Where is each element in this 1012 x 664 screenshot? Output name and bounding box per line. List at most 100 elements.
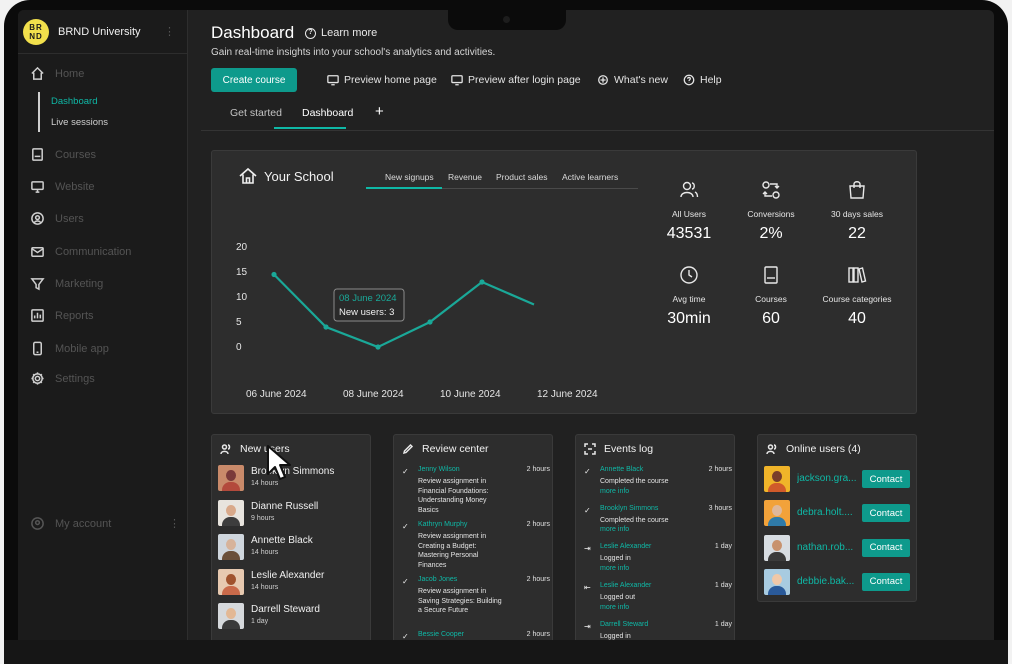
avatar	[218, 499, 244, 526]
chart-tab-revenue[interactable]: Revenue	[448, 172, 483, 182]
review-user[interactable]: Bessie Cooper	[418, 631, 464, 638]
avatar	[218, 603, 244, 629]
whats-new-label: What's new	[614, 74, 668, 86]
list-item[interactable]: Leslie Alexander 14 hours	[218, 568, 368, 599]
data-point[interactable]	[271, 271, 277, 278]
preview-after-login-button[interactable]: Preview after login page	[451, 74, 581, 86]
data-point[interactable]	[323, 324, 329, 330]
help-button[interactable]: Help	[683, 74, 722, 86]
sidebar-item-home[interactable]: Home	[30, 66, 84, 81]
stat-conversions: Conversions 2%	[726, 179, 816, 243]
chart-tab-active-learners[interactable]: Active learners	[562, 172, 619, 182]
chart-tab-product-sales[interactable]: Product sales	[496, 172, 548, 182]
sidebar-item-label: Reports	[55, 309, 94, 322]
card-title: New users	[240, 443, 290, 455]
event-user[interactable]: Leslie Alexander	[600, 582, 652, 590]
sidebar-my-account[interactable]: My account ⋮	[30, 516, 180, 531]
list-item[interactable]: Darrell Steward 1 day	[218, 603, 368, 633]
event-time: 1 day	[714, 582, 732, 590]
chart-tabs-divider	[366, 188, 638, 189]
review-user[interactable]: Kathryn Murphy	[418, 521, 468, 528]
online-user-name[interactable]: nathan.rob...	[797, 541, 854, 553]
sidebar-item-marketing[interactable]: Marketing	[30, 276, 103, 291]
review-user[interactable]: Jacob Jones	[418, 576, 458, 583]
avatar	[764, 500, 790, 527]
review-user[interactable]: Jenny Wilson	[418, 466, 460, 473]
event-description: Completed the course	[600, 516, 669, 524]
user-time: 9 hours	[251, 514, 275, 522]
tab-dashboard[interactable]: Dashboard	[302, 107, 354, 119]
online-user-name[interactable]: debbie.bak...	[797, 575, 855, 587]
contact-button[interactable]: Contact	[862, 504, 910, 523]
y-tick-label: 20	[236, 242, 248, 253]
chart-tab-new-signups[interactable]: New signups	[385, 172, 434, 182]
brand[interactable]: BR ND BRND University ⋮	[18, 10, 187, 54]
sidebar-item-label: Users	[55, 212, 84, 225]
sidebar-item-mobile-app[interactable]: Mobile app	[30, 341, 109, 356]
check-icon: ✓	[584, 467, 591, 476]
list-item[interactable]: Brooklyn Simmons 14 hours	[218, 465, 368, 495]
event-time: 1 day	[714, 543, 732, 551]
list-item[interactable]: Dianne Russell 9 hours	[218, 499, 368, 530]
online-user-row: jackson.gra... Contact	[764, 466, 916, 492]
user-name: Brooklyn Simmons	[251, 466, 335, 477]
sidebar-item-communication[interactable]: Communication	[30, 244, 131, 259]
sidebar-subitem-dashboard[interactable]: Dashboard	[51, 96, 98, 107]
conversion-icon	[726, 179, 816, 206]
online-user-name[interactable]: jackson.gra...	[797, 473, 857, 484]
sidebar-item-website[interactable]: Website	[30, 179, 95, 194]
data-point[interactable]	[375, 344, 381, 350]
scan-icon	[584, 443, 596, 455]
stat-label: Conversions	[747, 209, 795, 219]
contact-button[interactable]: Contact	[862, 470, 910, 488]
whats-new-button[interactable]: What's new	[597, 74, 668, 86]
sidebar-item-users[interactable]: Users	[30, 211, 84, 226]
phone-icon	[30, 341, 45, 356]
users-icon	[644, 179, 734, 206]
gear-icon	[30, 371, 45, 386]
review-time: 2 hours	[526, 576, 550, 583]
sidebar-item-courses[interactable]: Courses	[30, 147, 96, 162]
data-point[interactable]	[427, 319, 433, 325]
account-menu-icon[interactable]: ⋮	[169, 518, 180, 530]
online-user-name[interactable]: debra.holt....	[797, 507, 853, 519]
event-user[interactable]: Annette Black	[600, 466, 644, 473]
brand-menu-icon[interactable]: ⋮	[164, 26, 175, 38]
monitor-icon	[327, 75, 339, 86]
sidebar-item-reports[interactable]: Reports	[30, 308, 94, 323]
event-user[interactable]: Brooklyn Simmons	[600, 504, 659, 512]
event-user[interactable]: Darrell Steward	[600, 620, 649, 628]
list-item[interactable]: Annette Black 14 hours	[218, 534, 368, 564]
brand-logo: BR ND	[23, 18, 49, 45]
users-icon	[766, 444, 777, 455]
learn-more-link[interactable]: ? Learn more	[305, 27, 377, 39]
sidebar-subitem-live-sessions[interactable]: Live sessions	[51, 117, 109, 128]
contact-button[interactable]: Contact	[862, 538, 910, 557]
signups-line-chart: 0 5 10 15 20 06 June 2024 08 June 2024 10 June …	[236, 242, 598, 400]
event-user[interactable]: Leslie Alexander	[600, 543, 652, 551]
more-info-link[interactable]: more info	[600, 526, 630, 534]
login-icon: ⇥	[584, 621, 591, 631]
sidebar-item-settings[interactable]: Settings	[30, 371, 95, 386]
tab-get-started[interactable]: Get started	[230, 107, 282, 119]
more-info-link[interactable]: more info	[600, 487, 630, 495]
user-name: Darrell Steward	[251, 604, 320, 615]
stat-label: All Users	[671, 209, 706, 219]
more-info-link[interactable]: more info	[600, 564, 630, 572]
more-info-link[interactable]: more info	[600, 603, 630, 611]
add-tab-button[interactable]: +	[375, 103, 384, 120]
x-tick-label: 10 June 2024	[440, 389, 501, 400]
tab-active-indicator	[274, 127, 346, 129]
data-point[interactable]	[479, 279, 485, 285]
chart-tab-active-indicator	[366, 187, 442, 189]
user-circle-icon	[30, 211, 45, 226]
x-tick-label: 08 June 2024	[343, 389, 404, 400]
avatar	[218, 568, 244, 595]
preview-home-button[interactable]: Preview home page	[327, 74, 437, 86]
create-course-button[interactable]: Create course	[211, 68, 297, 92]
series-line	[273, 273, 535, 349]
x-tick-label: 12 June 2024	[537, 389, 598, 400]
login-icon: ⇥	[584, 544, 591, 554]
contact-button[interactable]: Contact	[862, 572, 910, 591]
